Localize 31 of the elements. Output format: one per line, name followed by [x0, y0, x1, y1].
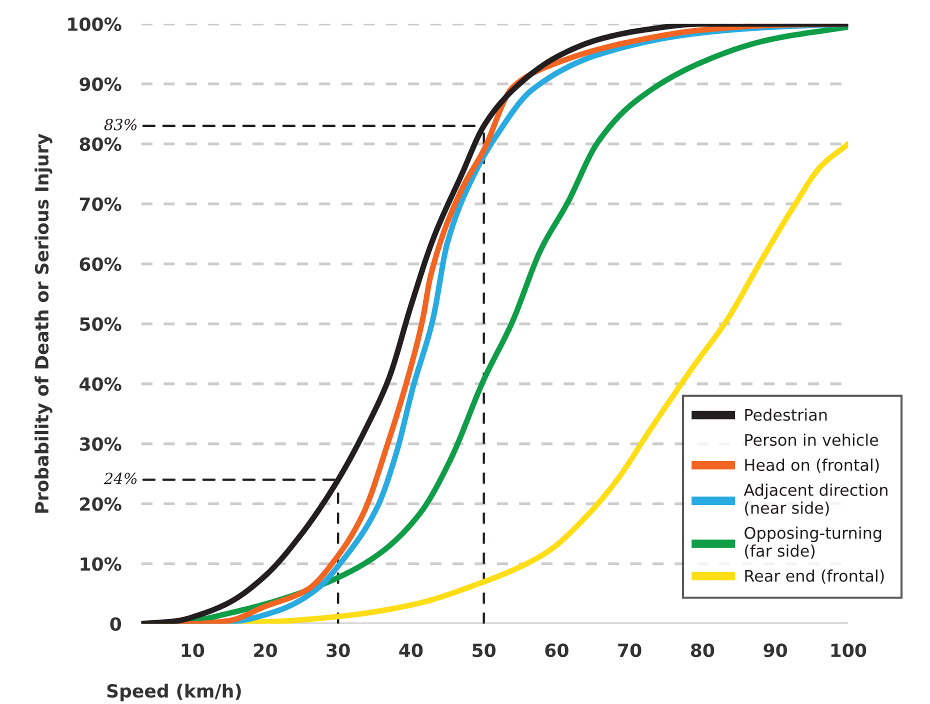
y-tick-label: 20%	[80, 497, 122, 511]
x-tick-label: 100	[831, 644, 866, 658]
legend-label: Head on (frontal)	[745, 458, 879, 473]
x-tick-label: 60	[545, 644, 568, 658]
annotation: 24%	[104, 472, 137, 484]
y-tick-label: 70%	[80, 197, 122, 211]
legend-label: Pedestrian	[745, 408, 827, 421]
x-tick-label: 10	[182, 644, 204, 658]
legend-title: Person in vehicle	[745, 434, 878, 446]
annotation: 83%	[104, 118, 137, 130]
x-tick-label: 40	[399, 644, 423, 658]
y-tick-label: 60%	[80, 257, 122, 271]
legend-label: Rear end (frontal)	[745, 570, 884, 584]
y-tick-label: 50%	[80, 317, 122, 331]
y-tick-label: 90%	[80, 77, 122, 92]
legend-label: Adjacent direction (near side)	[744, 484, 888, 516]
y-tick-label: 30%	[80, 437, 122, 451]
y-axis-title: Probability of Death or Serious Injury	[34, 134, 52, 513]
y-tick-label: 80%	[80, 137, 122, 152]
y-tick-label: 0	[110, 617, 122, 631]
x-tick-label: 80	[690, 644, 714, 658]
x-tick-label: 70	[618, 644, 642, 658]
x-tick-label: 20	[254, 644, 277, 658]
y-tick-label: 100%	[68, 17, 122, 32]
x-tick-label: 50	[472, 644, 496, 658]
y-tick-label: 10%	[80, 557, 122, 571]
x-tick-label: 30	[326, 644, 350, 658]
x-tick-label: 90	[764, 644, 787, 658]
legend-label: Opposing-turning (far side)	[744, 526, 882, 559]
y-tick-label: 40%	[80, 377, 122, 391]
x-axis-title: Speed (km/h)	[107, 684, 241, 702]
